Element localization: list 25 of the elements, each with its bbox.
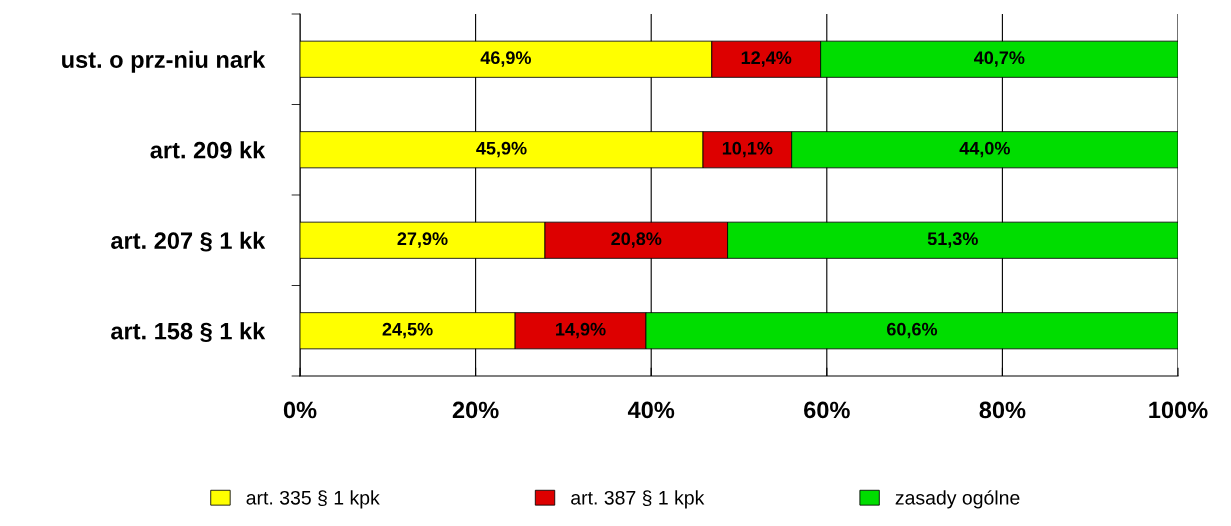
legend-label: art. 335 § 1 kpk — [246, 490, 380, 509]
x-tick-label: 40% — [627, 401, 675, 419]
data-label: 12,4% — [741, 51, 792, 67]
data-label: 40,7% — [974, 51, 1025, 67]
x-tick-label: 0% — [283, 401, 317, 419]
data-label: 14,9% — [556, 322, 606, 339]
x-tick-label: 100% — [1149, 401, 1208, 419]
data-label: 27,9% — [397, 232, 448, 248]
y-tick-label: art. 207 § 1 kk — [111, 231, 266, 252]
data-label: 60,6% — [887, 322, 938, 339]
data-label: 46,9% — [480, 51, 532, 67]
x-tick-label: 20% — [452, 401, 499, 419]
data-label: 10,1% — [722, 141, 773, 158]
legend-label: art. 387 § 1 kpk — [571, 490, 705, 509]
x-tick-label: 80% — [979, 401, 1026, 419]
data-label: 51,3% — [927, 232, 978, 248]
data-label: 45,9% — [476, 141, 527, 158]
y-tick-label: art. 158 § 1 kk — [111, 322, 266, 342]
y-tick-label: art. 209 kk — [150, 141, 266, 159]
x-tick-label: 60% — [804, 401, 850, 419]
data-label: 24,5% — [382, 322, 433, 339]
y-tick-label: ust. o prz-niu nark — [62, 50, 266, 73]
legend-label: zasady ogólne — [895, 490, 1020, 509]
data-label: 20,8% — [611, 232, 662, 248]
data-label: 44,0% — [959, 141, 1010, 158]
